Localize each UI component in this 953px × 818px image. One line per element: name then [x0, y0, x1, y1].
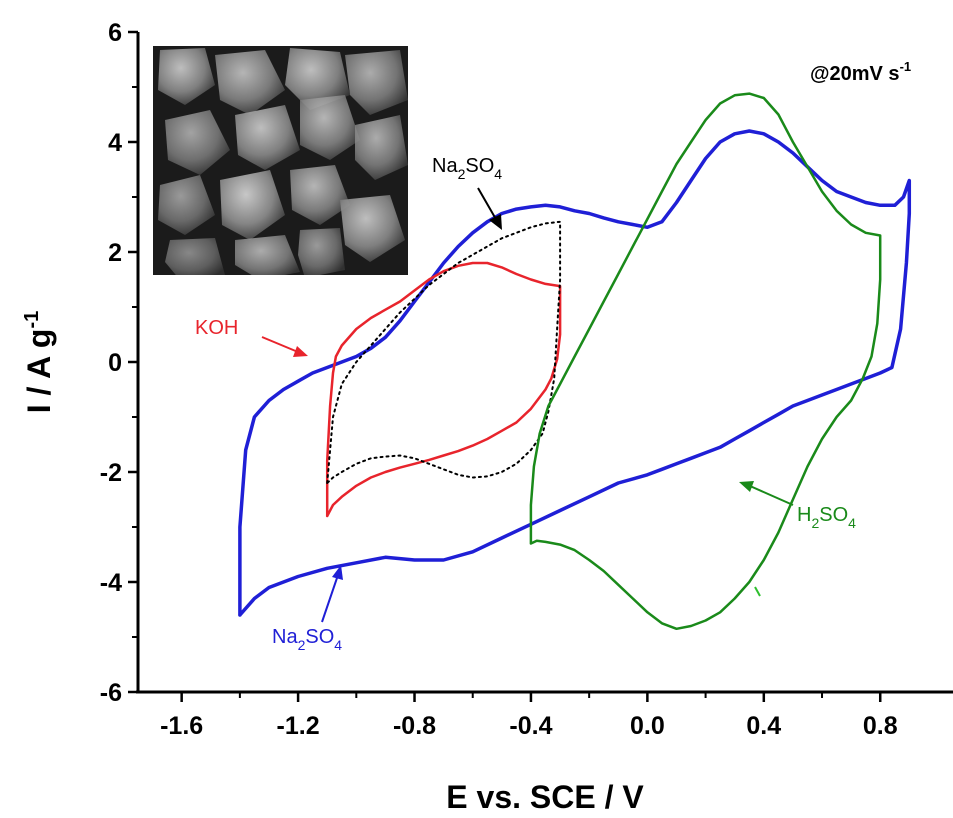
annotation-h2so4: H2SO4: [797, 504, 856, 531]
x-tick-label: -0.8: [393, 712, 436, 740]
y-tick-label: 6: [108, 19, 122, 47]
axis-ticks: -1.6 -1.2 -0.8 -0.4 0.0 0.4 0.8 -6 -4 -2 0 2 4 6: [100, 19, 898, 740]
arrow-h2so4: [739, 481, 794, 506]
arrow-na2so4-blue: [321, 565, 343, 623]
y-axis-title: I / A g-1: [21, 311, 57, 414]
y-tick-label: 0: [108, 349, 122, 377]
annotation-koh: KOH: [195, 317, 238, 339]
series-red-cv-curve: [325, 261, 562, 518]
green-stray-mark: [754, 586, 761, 597]
x-tick-label: 0.8: [863, 712, 898, 740]
x-tick-label: 0.0: [630, 712, 665, 740]
series-green-cv-curve: [529, 92, 882, 631]
y-tick-label: 4: [108, 129, 122, 157]
scan-rate-label: @20mV s-1: [810, 59, 911, 85]
y-tick-label: 2: [108, 239, 122, 267]
x-tick-label: -1.6: [160, 712, 203, 740]
series-blue-cv-curve: [238, 129, 912, 617]
x-tick-label: -1.2: [277, 712, 320, 740]
arrow-na2so4-dotted: [477, 187, 502, 230]
x-axis-title: E vs. SCE / V: [446, 779, 644, 815]
annotation-na2so4-blue: Na2SO4: [272, 626, 342, 653]
y-tick-label: -4: [100, 569, 122, 597]
annotation-na2so4-dotted: Na2SO4: [432, 155, 502, 182]
series-layer: [238, 92, 912, 631]
series-black-cv-curve: [326, 220, 562, 484]
y-tick-label: -6: [100, 679, 122, 707]
x-tick-label: -0.4: [509, 712, 552, 740]
y-tick-label: -2: [100, 459, 122, 487]
arrow-koh: [261, 336, 308, 357]
sem-inset-image: [153, 46, 408, 275]
x-tick-label: 0.4: [746, 712, 781, 740]
